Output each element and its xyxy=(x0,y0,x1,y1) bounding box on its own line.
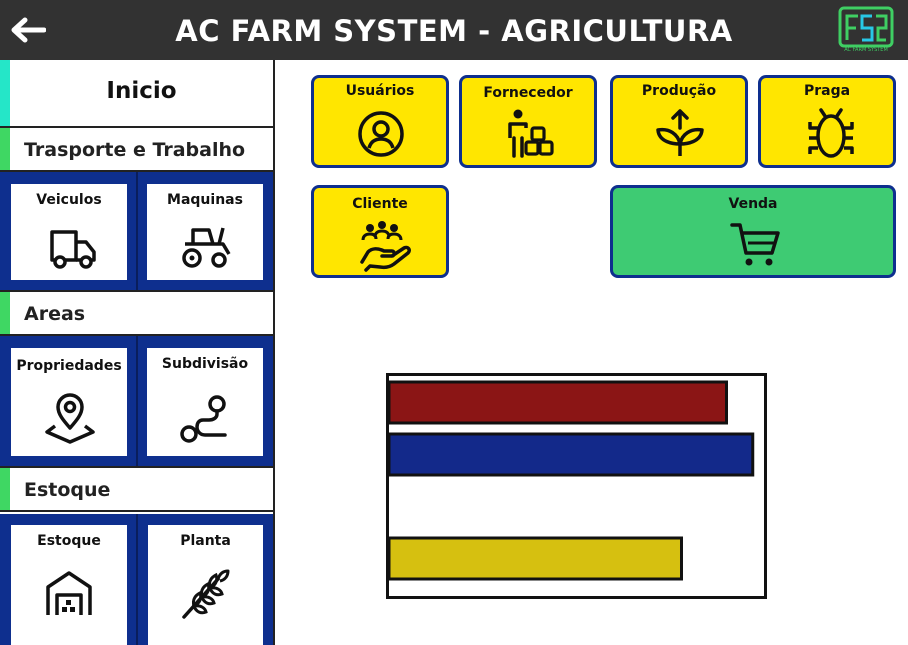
tile-row-transporte: Veiculos Maquinas xyxy=(0,172,273,290)
chart-bar-4 xyxy=(389,536,683,581)
tile-estoque[interactable]: Estoque xyxy=(11,525,127,645)
section-label: Trasporte e Trabalho xyxy=(24,139,246,161)
sidebar-section-transporte: Trasporte e Trabalho xyxy=(0,126,273,172)
tile-veiculos[interactable]: Veiculos xyxy=(11,184,127,280)
chart-bar-2 xyxy=(389,432,755,477)
supplier-icon xyxy=(508,109,554,158)
tile-label: Estoque xyxy=(37,533,101,549)
app-header xyxy=(0,0,908,60)
section-label: Areas xyxy=(24,303,86,325)
tile-maquinas[interactable]: Maquinas xyxy=(147,184,263,280)
page-title: AC FARM SYSTEM - AGRICULTURA xyxy=(175,14,733,48)
tile-subdivisao[interactable]: Subdivisão xyxy=(147,348,263,456)
button-label: Fornecedor xyxy=(483,85,573,101)
cliente-button[interactable]: Cliente xyxy=(311,185,449,278)
tractor-icon xyxy=(182,227,231,268)
sprout-icon xyxy=(656,109,704,156)
button-label: Praga xyxy=(803,83,851,99)
app-logo: AC FARM SYSTEM xyxy=(838,6,894,54)
warehouse-icon xyxy=(46,571,92,615)
venda-button[interactable]: Venda xyxy=(610,185,896,278)
tile-row-areas: Propriedades Subdivisão xyxy=(0,336,273,466)
button-label: Produção xyxy=(641,83,717,99)
sidebar-item-inicio[interactable]: Inicio xyxy=(0,60,273,126)
client-hand-icon xyxy=(360,221,411,272)
sidebar-section-estoque: Estoque xyxy=(0,466,273,512)
sidebar-item-label: Inicio xyxy=(106,78,177,104)
tile-label: Subdivisão xyxy=(161,356,249,372)
button-label: Cliente xyxy=(352,196,408,212)
bug-icon xyxy=(808,108,854,158)
arrow-left-icon xyxy=(11,17,47,43)
route-icon xyxy=(180,395,227,443)
bar-chart xyxy=(386,373,767,599)
sidebar-divider xyxy=(273,60,275,645)
praga-button[interactable]: Praga xyxy=(758,75,896,168)
tile-propriedades[interactable]: Propriedades xyxy=(11,348,127,456)
tile-label: Propriedades xyxy=(16,358,122,374)
back-button[interactable] xyxy=(8,14,47,46)
producao-button[interactable]: Produção xyxy=(610,75,748,168)
wheat-icon xyxy=(182,569,230,619)
map-pin-icon xyxy=(45,393,95,444)
button-label: Venda xyxy=(728,196,778,212)
cart-icon xyxy=(730,223,780,266)
chart-bar-1 xyxy=(389,380,728,425)
truck-icon xyxy=(50,230,96,269)
fornecedor-button[interactable]: Fornecedor xyxy=(459,75,597,168)
tile-label: Planta xyxy=(180,533,231,549)
user-icon xyxy=(358,111,404,157)
logo-caption: AC FARM SYSTEM xyxy=(844,47,888,53)
button-label: Usuários xyxy=(345,83,415,99)
tile-label: Veiculos xyxy=(36,192,102,208)
usuarios-button[interactable]: Usuários xyxy=(311,75,449,168)
tile-row-estoque: Estoque Planta xyxy=(0,514,273,645)
section-label: Estoque xyxy=(24,479,111,501)
bar-chart-canvas xyxy=(389,380,755,581)
tile-label: Maquinas xyxy=(167,192,243,208)
sidebar-section-areas: Areas xyxy=(0,290,273,336)
tile-planta[interactable]: Planta xyxy=(148,525,263,645)
